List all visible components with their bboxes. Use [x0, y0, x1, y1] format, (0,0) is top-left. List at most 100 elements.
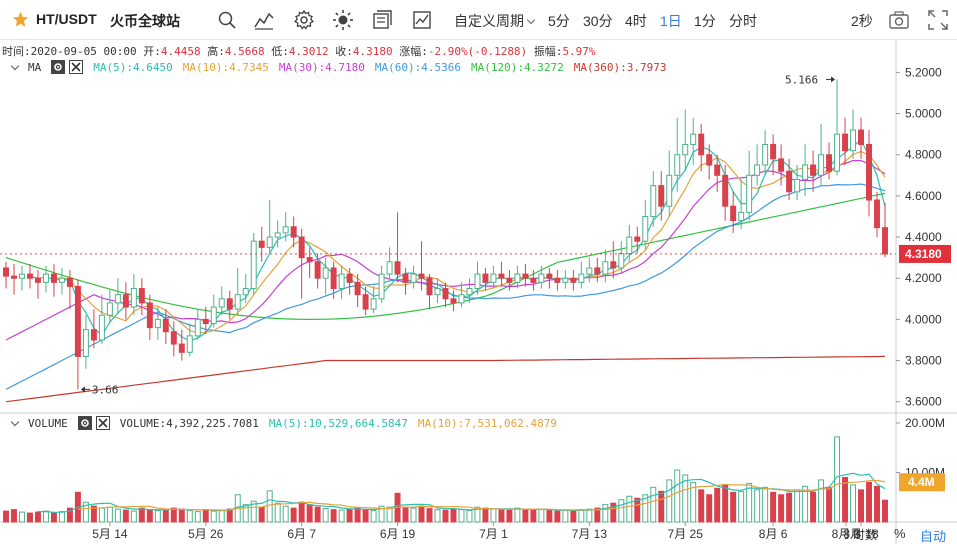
- period-5min[interactable]: 5分: [548, 13, 570, 29]
- candle-body: [442, 288, 449, 300]
- candle-body: [50, 273, 57, 283]
- candle-body: [650, 185, 657, 217]
- candle-body: [858, 129, 865, 145]
- volume-bar: [554, 510, 561, 523]
- info-open: 4.4458: [160, 45, 201, 58]
- candle-body: [258, 240, 265, 248]
- info-change-label: 涨幅:: [399, 45, 428, 58]
- candle-body: [370, 298, 377, 310]
- volume-bar: [202, 509, 209, 523]
- volume-bar: [634, 497, 641, 523]
- candle-body: [114, 294, 121, 304]
- search-icon[interactable]: [216, 9, 238, 31]
- period-1min[interactable]: 1分: [694, 13, 716, 29]
- volume-bar: [26, 512, 33, 523]
- volume-bar: [626, 495, 633, 523]
- volume-legend-item: MA(5):10,529,664.5847: [268, 416, 408, 430]
- ma-settings-icon[interactable]: [51, 60, 66, 74]
- info-amp: 5.97%: [562, 45, 596, 58]
- period-4h[interactable]: 4时: [625, 13, 647, 29]
- gear-icon[interactable]: [293, 9, 315, 31]
- candle-body: [138, 288, 145, 304]
- price-chart[interactable]: 5.2000 5.0000 4.8000 4.6000 4.4000 4.2000 4.00…: [0, 40, 957, 544]
- volume-bar: [866, 481, 872, 523]
- theme-icon[interactable]: [332, 9, 354, 31]
- refresh-speed[interactable]: 2秒: [851, 13, 873, 29]
- candle-body: [850, 129, 857, 152]
- candle-body: [618, 253, 625, 269]
- indicator-icon[interactable]: [253, 9, 275, 31]
- volume-close-icon[interactable]: [95, 416, 110, 430]
- candle-body: [170, 331, 177, 345]
- candle-body: [362, 294, 369, 310]
- custom-period-dropdown[interactable]: 自定义周期: [454, 11, 536, 31]
- exchange-name: 火币全球站: [110, 13, 180, 29]
- layout-icon[interactable]: [371, 9, 393, 31]
- time-axis-label: 8月 18: [843, 527, 879, 541]
- toolbar: HT/USDT 火币全球站 自定义周期 5分 30分 4时 1日 1分 分时 2: [0, 0, 957, 40]
- candle-body: [154, 318, 161, 329]
- volume-bar: [802, 485, 809, 523]
- period-30min[interactable]: 30分: [583, 13, 613, 29]
- ma-collapse-icon[interactable]: [10, 61, 20, 70]
- volume-bar: [226, 508, 233, 523]
- volume-bar: [490, 508, 497, 523]
- candle-body: [394, 261, 401, 275]
- volume-bar: [130, 510, 137, 523]
- volume-bar: [650, 486, 657, 523]
- volume-bar: [218, 509, 225, 523]
- chart-type-icon[interactable]: [411, 9, 433, 31]
- candle-body: [738, 211, 745, 222]
- volume-bar: [842, 476, 849, 523]
- volume-bar: [578, 509, 585, 523]
- camera-icon[interactable]: [888, 9, 910, 31]
- volume-bar: [434, 509, 441, 523]
- candle-body: [210, 306, 217, 324]
- fullscreen-icon[interactable]: [927, 9, 949, 31]
- volume-bar: [146, 509, 153, 523]
- period-timeshare[interactable]: 分时: [729, 13, 757, 29]
- candle-body: [730, 205, 737, 222]
- info-open-label: 开:: [143, 45, 161, 58]
- high-arrowhead: [831, 76, 836, 83]
- candle-body: [98, 314, 105, 341]
- volume-bar: [642, 494, 649, 523]
- volume-bar: [154, 510, 161, 523]
- auto-scale-toggle[interactable]: 自动: [920, 529, 947, 544]
- volume-bar: [250, 500, 257, 523]
- candle-body: [498, 273, 505, 279]
- volume-bar: [66, 507, 73, 523]
- candle-body: [426, 277, 433, 296]
- volume-bar: [690, 481, 697, 523]
- candle-body: [3, 267, 9, 277]
- candle-body: [330, 267, 337, 290]
- low-arrowhead: [80, 386, 85, 393]
- candle-body: [410, 273, 417, 283]
- ma-legend-item: MA(360):3.7973: [573, 60, 667, 74]
- candle-body: [266, 236, 273, 248]
- candle-body: [34, 277, 41, 283]
- volume-settings-icon[interactable]: [77, 416, 92, 430]
- ma-close-icon[interactable]: [69, 60, 84, 74]
- time-axis-label: 5月 26: [188, 527, 224, 541]
- time-axis-label: 5月 14: [92, 527, 128, 541]
- volume-bar: [746, 482, 753, 523]
- candle-body: [282, 226, 289, 234]
- period-1d[interactable]: 1日: [660, 13, 682, 29]
- volume-bar: [402, 506, 409, 523]
- candle-body: [202, 318, 209, 325]
- volume-bar: [754, 489, 761, 523]
- volume-bar: [666, 479, 673, 523]
- volume-bar: [106, 506, 113, 523]
- candle-body: [602, 261, 609, 275]
- info-high-label: 高:: [207, 45, 225, 58]
- price-axis-label: 3.8000: [905, 354, 942, 368]
- volume-collapse-icon[interactable]: [10, 417, 20, 426]
- star-icon[interactable]: [12, 11, 29, 28]
- candle-body: [546, 273, 553, 279]
- price-axis-label: 4.6000: [905, 189, 942, 203]
- volume-legend-item: MA(10):7,531,062.4879: [417, 416, 557, 430]
- percent-toggle[interactable]: %: [894, 526, 906, 541]
- candle-body: [146, 302, 153, 329]
- candle-body: [570, 277, 577, 283]
